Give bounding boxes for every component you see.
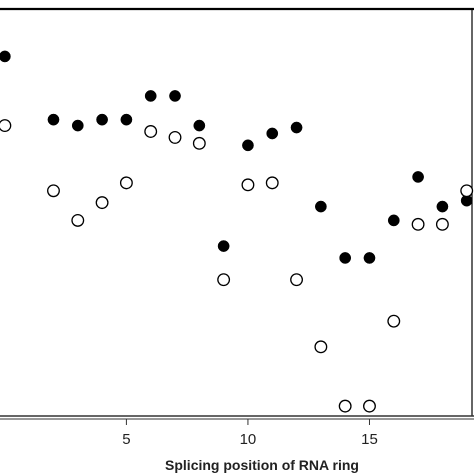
open-data-point	[71, 213, 85, 227]
open-data-point	[338, 399, 352, 413]
filled-data-point	[47, 113, 60, 126]
open-data-point	[119, 176, 133, 190]
filled-data-point	[363, 252, 376, 264]
open-data-point	[265, 176, 279, 190]
filled-data-point	[71, 119, 84, 132]
open-data-point	[192, 136, 206, 150]
open-data-point	[217, 273, 231, 287]
filled-data-point	[266, 127, 279, 140]
x-tick-label: 10	[240, 431, 257, 448]
filled-data-point	[315, 200, 327, 213]
open-data-point	[168, 130, 182, 144]
open-data-point	[387, 314, 401, 328]
open-data-point	[0, 119, 12, 133]
open-data-point	[241, 178, 255, 192]
filled-data-point	[144, 90, 157, 102]
open-data-point	[435, 217, 449, 231]
x-axis-title: Splicing position of RNA ring	[165, 457, 359, 473]
filled-data-point	[96, 113, 108, 126]
filled-data-point	[339, 252, 352, 264]
x-tick-label: 5	[122, 431, 130, 448]
filled-data-point	[290, 121, 303, 134]
open-data-point	[95, 196, 109, 210]
x-tick-label: 15	[361, 431, 378, 448]
filled-data-point	[0, 50, 11, 63]
filled-data-point	[217, 240, 230, 252]
filled-data-point	[387, 214, 400, 227]
filled-data-point	[412, 171, 424, 183]
open-data-point	[47, 184, 60, 198]
open-data-point	[460, 184, 474, 198]
filled-data-point	[436, 200, 449, 213]
open-data-point	[411, 217, 425, 231]
open-data-point	[363, 399, 376, 413]
filled-data-point	[242, 139, 254, 152]
open-data-point	[314, 340, 328, 354]
open-data-point	[290, 273, 304, 287]
filled-data-point	[193, 119, 206, 132]
filled-data-point	[120, 113, 133, 126]
x-axis-ticks: 5 10 15	[122, 419, 378, 448]
open-data-point	[144, 125, 158, 138]
filled-data-point	[169, 90, 181, 102]
data-points	[0, 50, 474, 413]
